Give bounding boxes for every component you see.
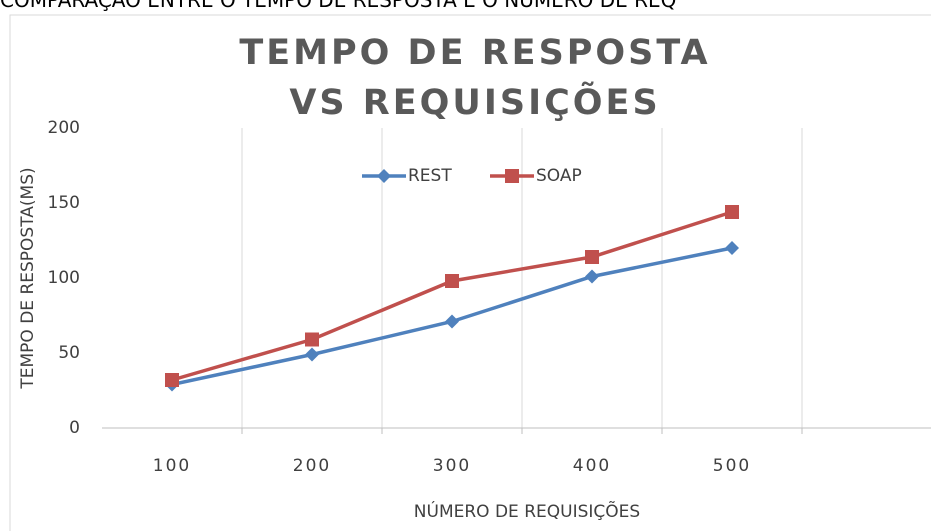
marker [445,274,459,288]
x-tick-label: 200 [293,456,331,476]
x-tick-label: 400 [573,456,611,476]
marker [585,269,599,284]
y-tick-label: 100 [48,268,80,288]
marker [305,347,319,362]
marker [445,314,459,329]
x-tick-label: 100 [153,456,191,476]
marker [305,332,319,347]
y-tick-label: 0 [69,418,80,438]
marker [165,373,179,387]
y-tick-label: 200 [48,118,80,138]
chart-title: TEMPO DE RESPOSTA VS REQUISIÇÕES [239,33,711,123]
chart-border [9,14,931,531]
x-axis-label: NÚMERO DE REQUISIÇÕES [414,500,640,522]
legend-label: SOAP [536,166,582,186]
legend-label: REST [408,166,452,186]
x-tick-label: 500 [713,456,751,476]
y-tick-label: 150 [48,193,80,213]
marker [585,250,599,264]
marker [505,169,519,183]
marker [725,241,739,255]
y-axis-label: TEMPO DE RESPOSTA(MS) [18,167,38,389]
x-tick-label: 300 [433,456,471,476]
marker [725,205,739,219]
marker [377,169,391,183]
y-tick-label: 50 [58,343,80,363]
series-line [171,210,733,382]
caption: COMPARAÇÃO ENTRE O TEMPO DE RESPOSTA E O… [0,0,677,12]
